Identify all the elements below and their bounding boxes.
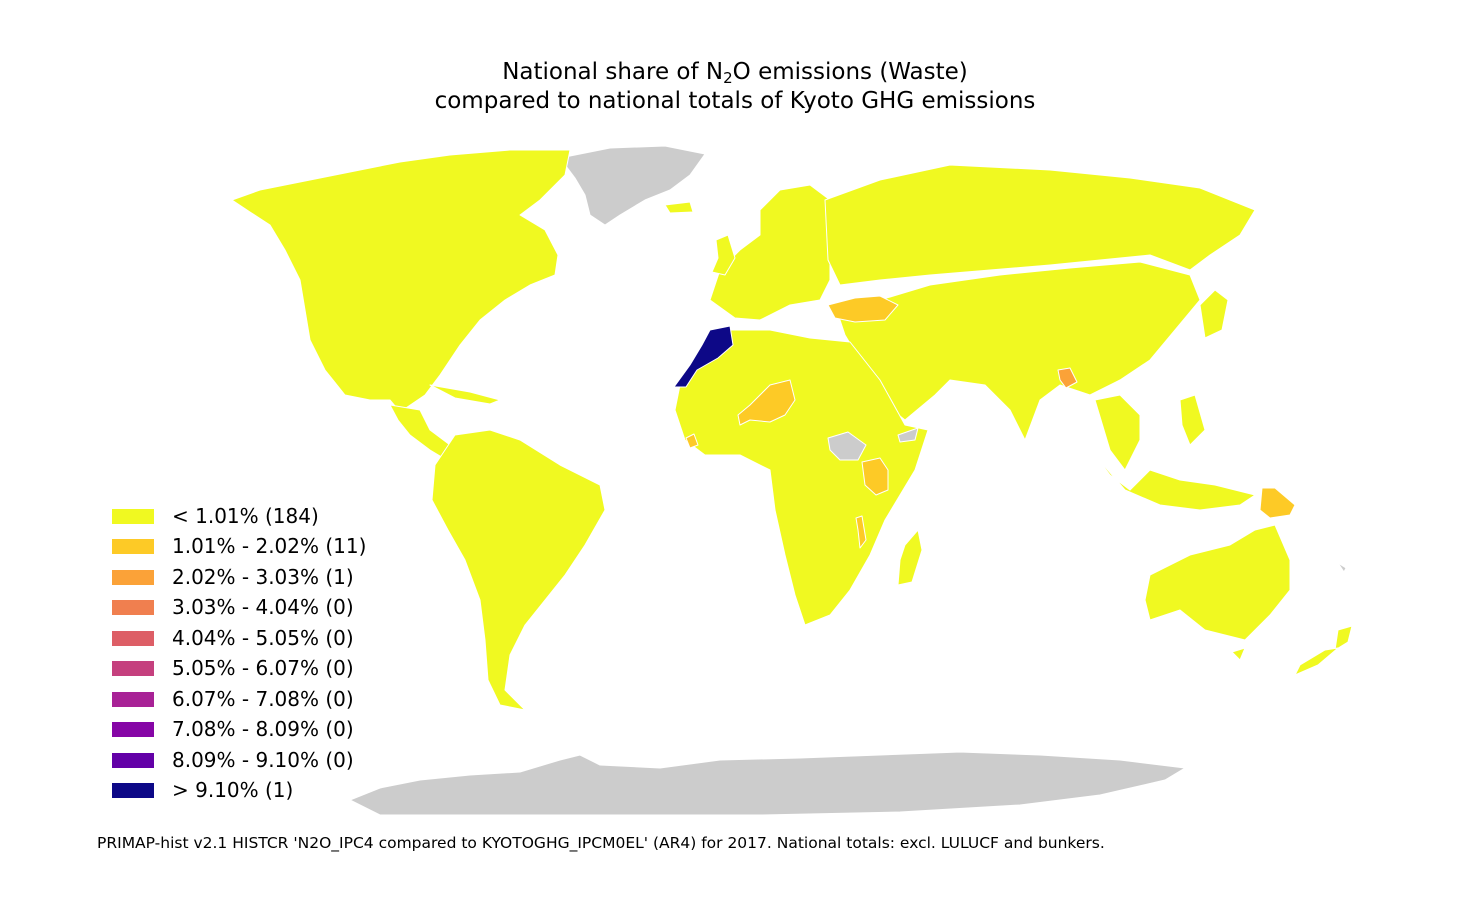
north-america-region [231, 149, 571, 413]
caribbean-region [429, 384, 501, 405]
kenya-region [861, 457, 889, 496]
sierra-leone-region [685, 433, 699, 449]
south-sudan-region [827, 431, 867, 461]
iceland-region [664, 201, 694, 214]
legend-label: 2.02% - 3.03% (1) [172, 565, 354, 589]
legend-swatch [112, 753, 154, 768]
legend-swatch [112, 783, 154, 798]
legend-swatch [112, 600, 154, 615]
somaliland-region [897, 427, 919, 443]
philippines-region [1179, 394, 1206, 446]
papua-new-guinea-region [1259, 487, 1296, 519]
legend-label: < 1.01% (184) [172, 504, 319, 528]
malawi-region [855, 515, 867, 549]
title-line-2: compared to national totals of Kyoto GHG… [434, 88, 1036, 114]
new-zealand-region [1334, 625, 1353, 651]
new-zealand-south-region [1294, 647, 1339, 676]
indonesia-region [1094, 454, 1256, 511]
map-title: National share of N2O emissions (Waste) … [0, 58, 1470, 116]
legend-label: 5.05% - 6.07% (0) [172, 656, 354, 680]
legend-swatch [112, 631, 154, 646]
morocco-region [673, 325, 734, 388]
legend-swatch [112, 692, 154, 707]
legend-label: 6.07% - 7.08% (0) [172, 687, 354, 711]
title-line-1: National share of N2O emissions (Waste) [502, 59, 968, 87]
source-footnote: PRIMAP-hist v2.1 HISTCR 'N2O_IPC4 compar… [97, 834, 1105, 852]
japan-region [1199, 289, 1229, 339]
legend-swatch [112, 539, 154, 554]
africa-region [674, 329, 929, 626]
legend-swatch [112, 722, 154, 737]
legend-label: 8.09% - 9.10% (0) [172, 748, 354, 772]
tasmania-region [1231, 647, 1246, 661]
australia-region [1144, 524, 1291, 641]
legend-swatch [112, 509, 154, 524]
legend-label: 1.01% - 2.02% (11) [172, 534, 367, 558]
legend-label: 3.03% - 4.04% (0) [172, 595, 354, 619]
niger-region [737, 379, 796, 426]
legend-label: 7.08% - 8.09% (0) [172, 717, 354, 741]
new-caledonia-region [1337, 562, 1347, 573]
turkey-region [827, 295, 899, 323]
madagascar-region [897, 529, 923, 586]
south-america-region [431, 429, 606, 711]
legend-swatch [112, 661, 154, 676]
antarctica-region [349, 751, 1186, 816]
southeast-asia-region [1094, 394, 1141, 471]
legend-label: 4.04% - 5.05% (0) [172, 626, 354, 650]
bangladesh-region [1057, 367, 1078, 389]
legend-swatch [112, 570, 154, 585]
uk-region [711, 234, 736, 276]
greenland-region [559, 145, 706, 226]
russia-region [824, 164, 1256, 286]
legend-label: > 9.10% (1) [172, 778, 294, 802]
